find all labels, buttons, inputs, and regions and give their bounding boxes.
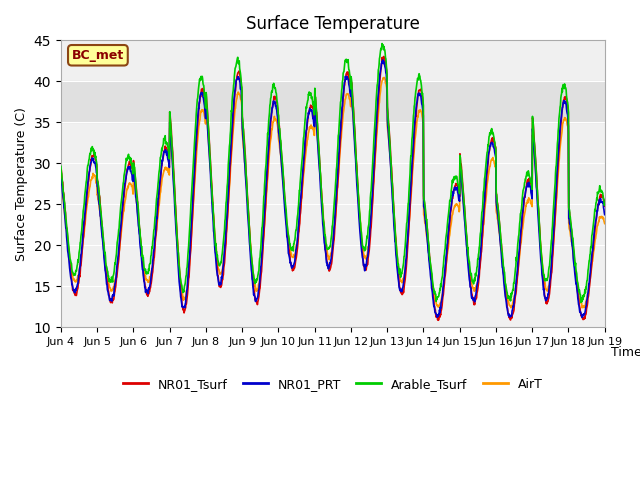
Line: Arable_Tsurf: Arable_Tsurf <box>61 44 605 302</box>
NR01_Tsurf <box>57 167 65 172</box>
NR01_PRT <box>178 302 186 308</box>
Title: Surface Temperature: Surface Temperature <box>246 15 420 33</box>
NR01_PRT <box>578 314 586 320</box>
Arable_Tsurf <box>239 116 246 122</box>
Line: NR01_Tsurf: NR01_Tsurf <box>61 57 605 320</box>
X-axis label: Time: Time <box>611 346 640 359</box>
Arable_Tsurf <box>378 41 386 47</box>
NR01_PRT <box>57 176 65 182</box>
Text: BC_met: BC_met <box>72 49 124 62</box>
Legend: NR01_Tsurf, NR01_PRT, Arable_Tsurf, AirT: NR01_Tsurf, NR01_PRT, Arable_Tsurf, AirT <box>118 372 548 396</box>
Line: AirT: AirT <box>61 78 605 308</box>
AirT <box>578 305 586 311</box>
NR01_Tsurf <box>601 204 609 209</box>
Line: NR01_PRT: NR01_PRT <box>61 60 605 317</box>
NR01_Tsurf <box>380 54 387 60</box>
Arable_Tsurf <box>164 149 172 155</box>
NR01_Tsurf <box>435 317 442 323</box>
Arable_Tsurf <box>601 202 609 207</box>
Arable_Tsurf <box>536 240 544 245</box>
AirT <box>239 134 246 140</box>
NR01_Tsurf <box>489 135 497 141</box>
NR01_Tsurf <box>178 300 186 305</box>
Y-axis label: Surface Temperature (C): Surface Temperature (C) <box>15 107 28 261</box>
Arable_Tsurf <box>417 83 425 88</box>
NR01_PRT <box>488 141 496 147</box>
NR01_PRT <box>601 212 609 217</box>
AirT <box>417 109 425 115</box>
NR01_Tsurf <box>417 89 425 95</box>
AirT <box>380 75 388 81</box>
Bar <box>61 81 605 122</box>
Arable_Tsurf <box>577 300 585 305</box>
NR01_Tsurf <box>164 152 172 157</box>
AirT <box>536 239 544 244</box>
Arable_Tsurf <box>57 164 65 169</box>
NR01_PRT <box>239 129 246 134</box>
AirT <box>178 288 186 294</box>
NR01_Tsurf <box>537 247 545 252</box>
NR01_PRT <box>164 159 172 165</box>
Arable_Tsurf <box>178 283 186 288</box>
AirT <box>164 169 172 175</box>
AirT <box>488 156 496 162</box>
NR01_PRT <box>379 57 387 63</box>
AirT <box>601 221 609 227</box>
NR01_PRT <box>536 252 544 258</box>
NR01_PRT <box>417 97 425 103</box>
Arable_Tsurf <box>488 129 496 134</box>
AirT <box>57 184 65 190</box>
NR01_Tsurf <box>239 119 246 124</box>
